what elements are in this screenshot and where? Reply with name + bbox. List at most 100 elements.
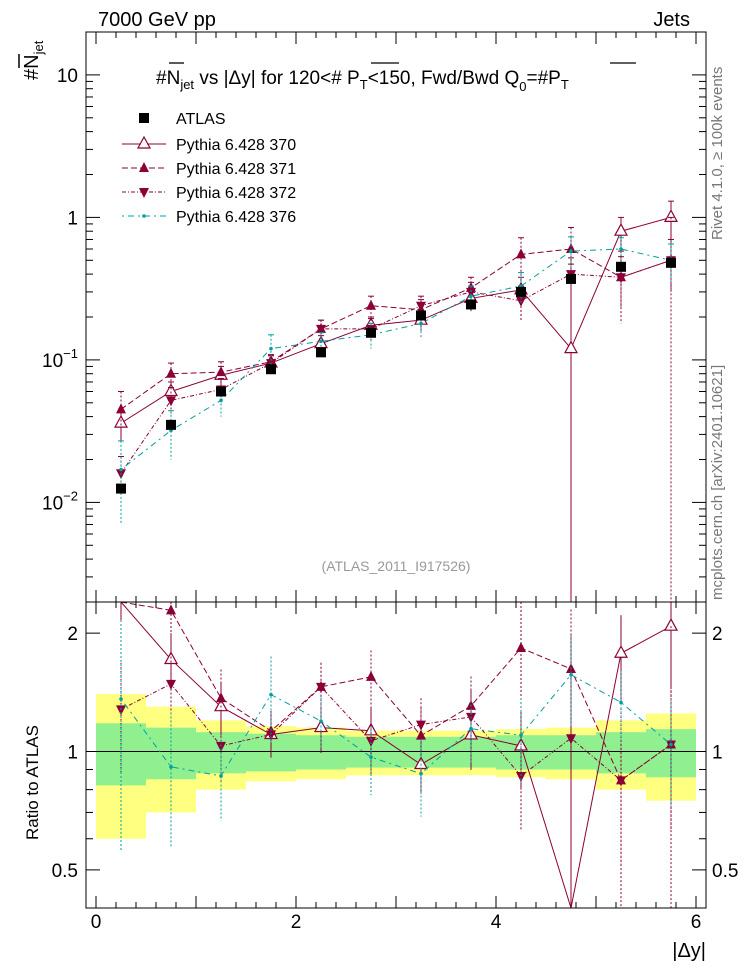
point [316,324,326,335]
ratio-point [669,742,673,747]
ratio-point [216,692,226,703]
ratio-point [166,679,176,690]
point [416,301,426,312]
main-marks [113,200,679,602]
point [563,340,579,354]
title-p8: 0 [519,79,526,94]
title-p3: jet [179,77,194,92]
point [216,366,226,377]
ratio-point [419,771,423,776]
svg-text:#Njet: #Njet [21,40,46,80]
ratio-tick-label: 1 [67,743,78,764]
point [166,396,176,407]
title-p6: T [360,77,368,92]
ratio-point [619,700,623,705]
point [116,403,126,414]
ratio-point [469,726,473,731]
ratio-point [216,741,226,752]
ratio-point [266,730,276,741]
ratio-point [516,771,526,782]
point [516,248,526,259]
series-line [120,248,672,410]
series-line [120,216,672,424]
y-label-hash: # [21,68,43,80]
header-left: 7000 GeV pp [98,9,216,31]
series-line [120,259,672,474]
point [566,243,576,254]
plot-title: #Njet vs |Δy| for 120<# PT<150, Fwd/Bwd … [156,62,636,94]
title-p9: =# [526,68,548,89]
ratio-bands [86,694,706,839]
series-1 [116,226,676,435]
legend: ATLAS Pythia 6.428 370 Pythia 6.428 371 … [122,111,296,226]
legend-marker-atlas [139,113,149,123]
point [619,247,623,251]
data-point [266,364,276,375]
title-p1: # [156,68,167,89]
ratio-tick-label: 2 [67,624,78,645]
point [113,414,129,428]
title-p5: P [347,68,360,89]
y-tick-label: 1 [67,208,78,229]
ratio-point [319,719,323,723]
data-point [116,483,126,494]
legend-label-370: Pythia 6.428 370 [176,137,296,154]
series-2 [116,216,676,602]
ratio-point [566,734,576,745]
data-point [466,299,476,310]
ratio-point [613,644,629,658]
ratio-tick-label-right: 1 [712,743,723,764]
ratio-point [519,733,523,738]
point [119,467,123,472]
data-point [366,327,376,338]
ratio-point [166,604,176,615]
point [613,222,629,236]
legend-marker [136,135,152,149]
title-p10: P [548,68,561,89]
y-tick-label: 10 [57,66,78,87]
data-point [566,273,576,284]
data-point [416,310,426,321]
data-point [166,419,176,430]
title-p2: N [167,68,181,89]
ratio-point [316,682,326,693]
ratio-point [366,670,376,681]
data-point [666,257,676,268]
data-point [216,386,226,397]
y-tick-label: 10−1 [42,346,78,372]
x-axis-label: |Δy| [672,940,706,962]
ratio-point [416,720,426,731]
ratio-series-line [120,674,672,777]
ratio-point [119,697,123,701]
x-tick-label: 0 [91,912,102,933]
point [166,367,176,378]
axes: 0 2 4 6 10−2 10−1 1 10 0.5 0.5 1 1 2 2 [42,31,738,933]
ratio-series-line [120,601,672,909]
ratio-tick-label: 0.5 [52,861,78,882]
svg-text:#Njet vs |Δy| for 120<# PT<150: #Njet vs |Δy| for 120<# PT<150, Fwd/Bwd … [156,68,569,94]
point [663,209,679,222]
data-point [316,347,326,358]
ratio-series-3 [119,619,673,851]
ratio-tick-label-right: 0.5 [712,861,738,882]
ratio-point [219,774,223,778]
ratio-point [616,776,626,787]
legend-label-372: Pythia 6.428 372 [176,185,296,202]
title-p4: vs |Δy| for 120<# [194,68,347,89]
point [163,383,179,397]
point [366,299,376,310]
x-tick-label: 2 [291,912,302,933]
y-label-sub: jet [31,40,46,55]
ratio-point [169,765,173,769]
title-p7: <150, Fwd/Bwd Q [368,68,520,89]
ratio-point [116,705,126,716]
y-label-n: N [21,54,43,68]
point [219,398,223,403]
point [419,321,423,326]
ratio-point [663,617,679,631]
point [616,273,626,284]
data-point [516,286,526,297]
legend-marker [139,162,149,172]
ratio-point [369,755,373,759]
